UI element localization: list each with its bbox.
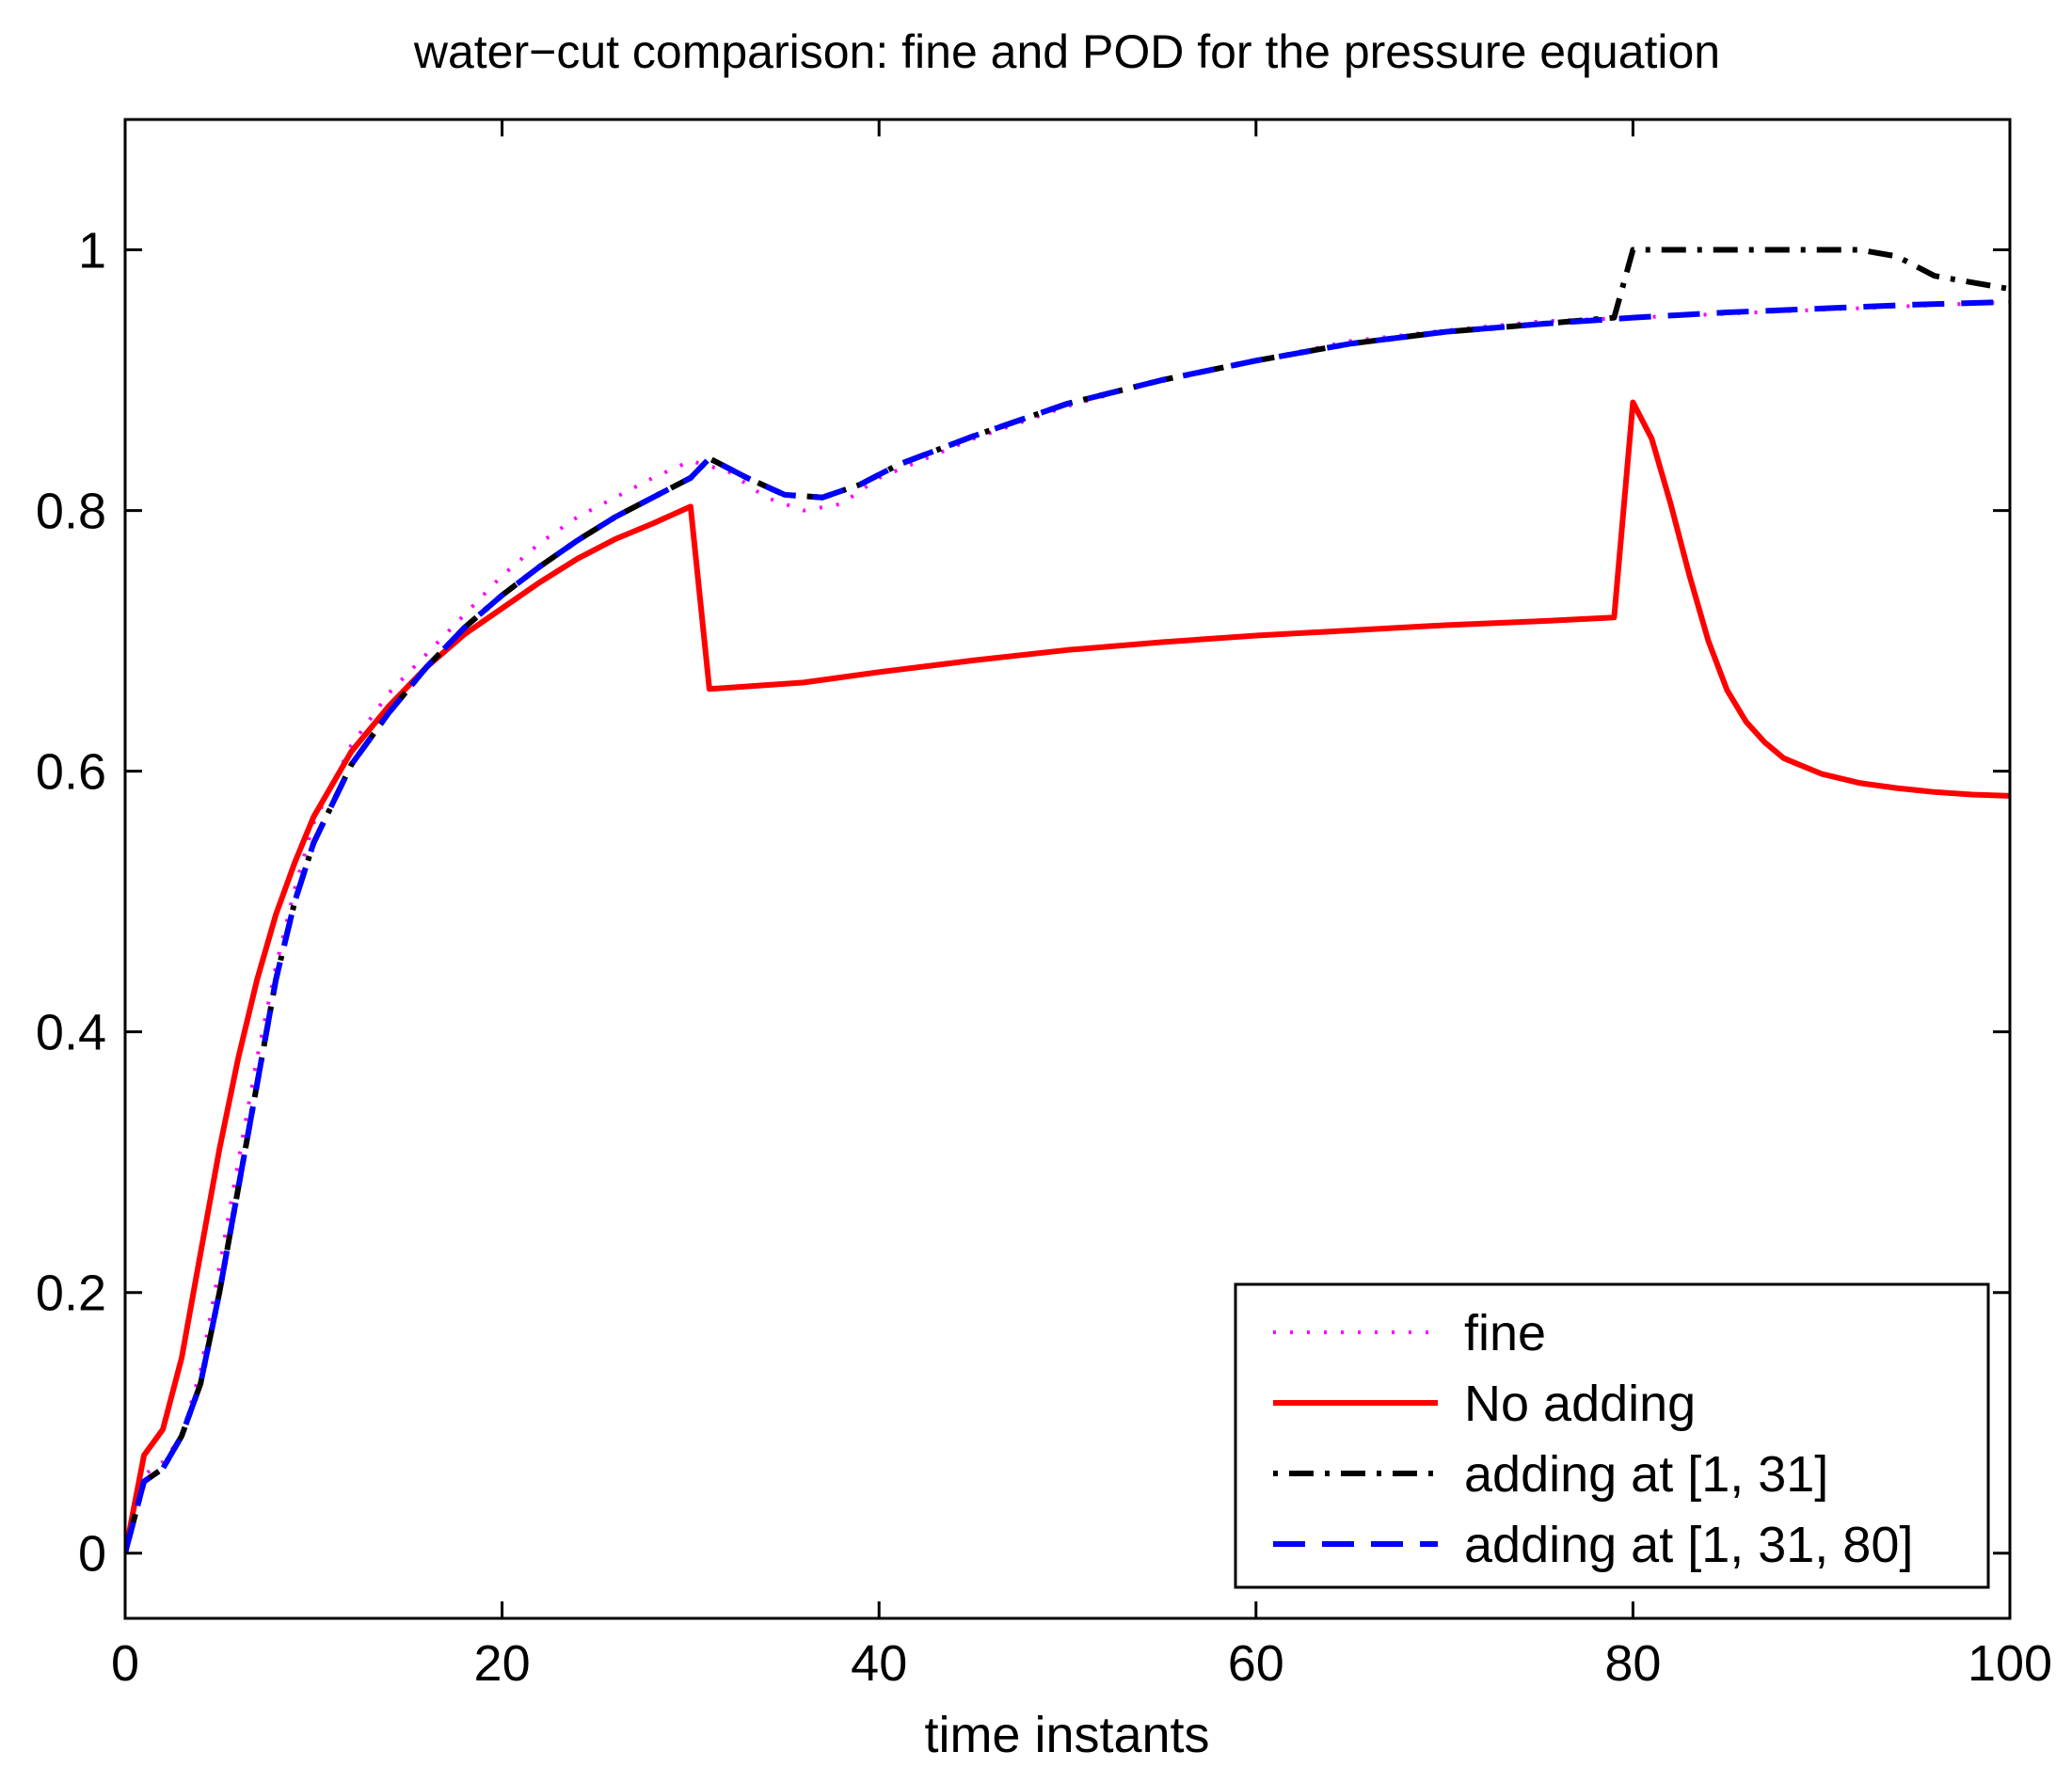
x-tick-label: 20 bbox=[474, 1635, 531, 1692]
legend-label-fine: fine bbox=[1464, 1305, 1546, 1361]
x-tick-label: 80 bbox=[1604, 1635, 1661, 1692]
legend: fine No adding adding at [1, 31] adding at … bbox=[1234, 1282, 1990, 1589]
plot-area-frame bbox=[123, 118, 2012, 1620]
x-tick-label: 40 bbox=[851, 1635, 907, 1692]
x-tick-label: 60 bbox=[1228, 1635, 1284, 1692]
x-tick-label: 100 bbox=[1968, 1635, 2052, 1692]
series-line-no-adding bbox=[125, 399, 2010, 1554]
y-tick-label: 1 bbox=[78, 223, 106, 279]
y-tick-label: 0.8 bbox=[36, 484, 106, 540]
y-tick-label: 0 bbox=[78, 1526, 106, 1583]
x-tick-label: 0 bbox=[111, 1635, 139, 1692]
legend-box bbox=[1234, 1282, 1990, 1589]
y-tick-label: 0.6 bbox=[36, 744, 106, 801]
chart-title: water−cut comparison: fine and POD for t… bbox=[413, 25, 1720, 78]
axis-tick-labels: 0 20 40 60 80 100 0 0.2 0.4 0.6 0.8 1 bbox=[36, 223, 2052, 1692]
axis-ticks bbox=[123, 119, 2012, 1618]
legend-label-adding-at-1-31-80: adding at [1, 31, 80] bbox=[1464, 1517, 1913, 1573]
series-layer bbox=[125, 247, 2010, 1554]
x-axis-label: time instants bbox=[924, 1707, 1209, 1763]
legend-label-no-adding: No adding bbox=[1464, 1376, 1696, 1432]
y-tick-label: 0.4 bbox=[36, 1005, 106, 1061]
y-tick-label: 0.2 bbox=[36, 1266, 106, 1322]
legend-label-adding-at-1-31: adding at [1, 31] bbox=[1464, 1446, 1828, 1503]
series-line-adding-at-1-31-80 bbox=[125, 298, 2010, 1554]
